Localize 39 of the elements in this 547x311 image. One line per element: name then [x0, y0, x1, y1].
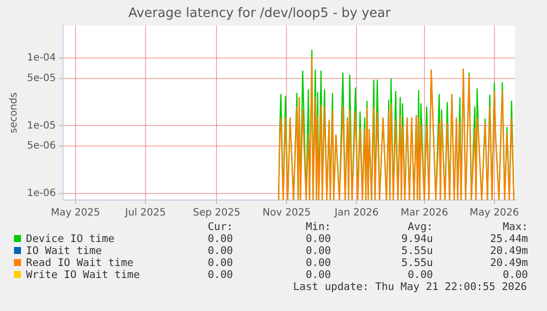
y-axis-title: seconds — [8, 92, 20, 134]
text: 0.00 — [304, 233, 331, 245]
text: Last update: Thu May 21 22:00:55 2026 — [293, 281, 527, 293]
text: 0.00 — [406, 269, 433, 281]
y-tick-label: 1e-05 — [26, 120, 56, 132]
legend-label: IO Wait time — [26, 245, 102, 257]
text: Max: — [502, 221, 528, 233]
y-tick-label: 5e-05 — [26, 72, 56, 84]
text: 0.00 — [304, 269, 331, 281]
text: Avg: — [406, 221, 433, 233]
x-tick-label: Sep 2025 — [192, 208, 240, 219]
legend-label: Device IO time — [26, 233, 115, 245]
x-tick-label: Nov 2025 — [262, 208, 311, 219]
text: 5.55u — [400, 257, 433, 269]
x-tick-label: Mar 2026 — [400, 208, 448, 219]
text: 0.00 — [502, 269, 528, 281]
x-tick-label: May 2025 — [50, 208, 100, 219]
text: Cur: — [206, 221, 233, 233]
chart-title: Average latency for /dev/loop5 - by year — [128, 6, 392, 22]
text: 20.49m — [489, 245, 528, 257]
text: 0.00 — [304, 257, 331, 269]
y-tick-label: 1e-04 — [26, 52, 56, 64]
text: 20.49m — [489, 257, 528, 269]
x-tick-label: Jul 2025 — [124, 208, 166, 219]
y-tick-label: 1e-06 — [26, 188, 56, 200]
text: 5.55u — [400, 245, 433, 257]
x-tick-label: Jan 2026 — [334, 208, 379, 219]
y-tick-label: 5e-06 — [26, 140, 56, 152]
x-tick-label: May 2026 — [470, 208, 519, 219]
text: 9.94u — [400, 233, 433, 245]
text: Min: — [304, 221, 331, 233]
legend-label: Read IO Wait time — [26, 257, 134, 269]
text: 0.00 — [206, 257, 233, 269]
text: 0.00 — [304, 245, 331, 257]
text: 0.00 — [206, 269, 233, 281]
text: 0.00 — [206, 233, 233, 245]
text: 25.44m — [489, 233, 528, 245]
text: 0.00 — [206, 245, 233, 257]
legend-label: Write IO Wait time — [26, 269, 140, 281]
